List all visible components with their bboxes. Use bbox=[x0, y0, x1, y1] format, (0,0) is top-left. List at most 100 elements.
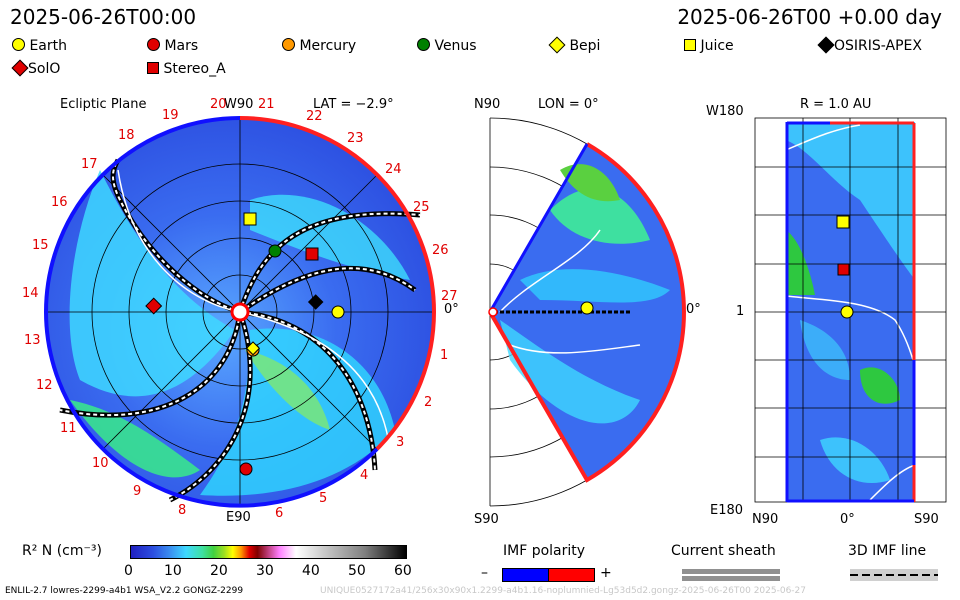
meridional-earth-marker bbox=[580, 301, 594, 315]
meridional-boundary-positive bbox=[488, 142, 686, 483]
carrington-label: 18 bbox=[118, 128, 135, 143]
timestamp: 2025-06-26T00:00 bbox=[10, 5, 197, 29]
carrington-label: 25 bbox=[413, 200, 430, 215]
imf-plus-label: + bbox=[600, 565, 612, 581]
radial-cyan-top bbox=[786, 122, 915, 280]
carrington-label: 6 bbox=[275, 506, 284, 521]
n90-label: N90 bbox=[474, 97, 501, 112]
imf-line-swatch bbox=[850, 569, 938, 581]
imf-polarity-label: IMF polarity bbox=[503, 543, 586, 559]
colorbar-tick: 0 bbox=[124, 563, 133, 579]
meridional-cyan-region bbox=[500, 320, 640, 424]
radial-sheath-top bbox=[785, 124, 861, 151]
carrington-label: 20 bbox=[210, 97, 227, 112]
carrington-label: 24 bbox=[385, 162, 402, 177]
colorbar-tick: 60 bbox=[394, 563, 412, 579]
radial-stereo-a-marker bbox=[837, 263, 850, 276]
meridional-cyan-north bbox=[520, 269, 670, 303]
imf-line-label: 3D IMF line bbox=[848, 543, 927, 559]
carrington-label: 12 bbox=[36, 378, 53, 393]
carrington-label: 2 bbox=[424, 395, 433, 410]
meridional-green-region bbox=[550, 188, 650, 244]
radial-juice-marker bbox=[836, 215, 850, 229]
legend-osiris-apex: OSIRIS-APEX bbox=[817, 36, 922, 54]
density-region-north bbox=[250, 194, 410, 280]
radial-green-left bbox=[786, 230, 815, 295]
radial-sheath-bottom bbox=[869, 464, 916, 501]
ecliptic-zero-label: 0° bbox=[444, 302, 459, 317]
current-sheath-line bbox=[117, 169, 241, 313]
time-offset: 2025-06-26T00 +0.00 day bbox=[677, 5, 942, 29]
current-sheath-label: Current sheath bbox=[671, 543, 776, 559]
legend-venus: Venus bbox=[417, 38, 477, 54]
sun-icon bbox=[230, 302, 250, 322]
w180-label: W180 bbox=[706, 104, 744, 119]
carrington-label: 23 bbox=[347, 131, 364, 146]
colorbar-tick: 50 bbox=[348, 563, 366, 579]
stereo-a-icon bbox=[147, 62, 159, 74]
carrington-label: 16 bbox=[51, 195, 68, 210]
legend-juice: Juice bbox=[684, 38, 734, 54]
density-region-green bbox=[70, 400, 200, 478]
density-colorbar bbox=[130, 545, 407, 559]
carrington-label: 21 bbox=[258, 97, 275, 112]
solo-marker bbox=[145, 297, 163, 315]
carrington-label: 14 bbox=[22, 286, 39, 301]
radius-label: R = 1.0 AU bbox=[800, 97, 872, 112]
meridional-sun-icon bbox=[488, 307, 498, 317]
meridional-sheath-south bbox=[509, 344, 641, 354]
density-region-west bbox=[69, 170, 235, 397]
carrington-label: 17 bbox=[81, 157, 98, 172]
legend-bepi: Bepi bbox=[548, 36, 600, 54]
imf-positive-swatch bbox=[548, 568, 595, 582]
radial-cyan-mid bbox=[800, 320, 850, 380]
carrington-label: 22 bbox=[306, 109, 323, 124]
stereo-a-marker bbox=[305, 247, 319, 261]
juice-marker bbox=[243, 212, 257, 226]
colorbar-tick: 30 bbox=[256, 563, 274, 579]
carrington-label: 15 bbox=[32, 238, 49, 253]
longitude-label: LON = 0° bbox=[538, 97, 599, 112]
carrington-label: 3 bbox=[396, 435, 405, 450]
e180-label: E180 bbox=[710, 503, 744, 518]
osiris-apex-marker bbox=[307, 294, 324, 310]
mars-icon bbox=[147, 38, 160, 51]
mercury-icon bbox=[282, 38, 295, 51]
w90-label: W90 bbox=[224, 97, 254, 112]
radial-sheath-mid bbox=[785, 295, 914, 361]
carrington-label: 26 bbox=[432, 243, 449, 258]
radial-n90-label: N90 bbox=[752, 512, 779, 527]
model-info: ENLIL-2.7 lowres-2299-a4b1 WSA_V2.2 GONG… bbox=[5, 586, 244, 596]
venus-marker bbox=[268, 244, 282, 258]
boundary-positive bbox=[239, 116, 437, 451]
legend-solo: SolO bbox=[11, 59, 60, 77]
carrington-label: 13 bbox=[24, 333, 41, 348]
meridional-sheath bbox=[499, 229, 601, 313]
radial-earth-marker bbox=[840, 305, 854, 319]
imf-minus-label: – bbox=[481, 565, 488, 581]
earth-icon bbox=[12, 38, 25, 51]
radial-green-core bbox=[860, 367, 900, 404]
colorbar-tick: 40 bbox=[302, 563, 320, 579]
carrington-label: 9 bbox=[133, 484, 142, 499]
legend-earth: Earth bbox=[12, 38, 67, 54]
meridional-green-core bbox=[560, 164, 620, 202]
carrington-label: 4 bbox=[360, 468, 369, 483]
meridional-zero-label: 0° bbox=[686, 302, 701, 317]
current-sheath-line-south bbox=[239, 311, 391, 451]
carrington-label: 27 bbox=[441, 289, 458, 304]
radial-s90-label: S90 bbox=[914, 512, 939, 527]
carrington-label: 8 bbox=[178, 503, 187, 518]
bepi-marker bbox=[245, 341, 261, 356]
juice-icon bbox=[684, 39, 696, 51]
carrington-label: 5 bbox=[319, 491, 328, 506]
carrington-label: 19 bbox=[162, 108, 179, 123]
legend-mercury: Mercury bbox=[282, 38, 356, 54]
radial-zero-label: 0° bbox=[840, 512, 855, 527]
carrington-label: 10 bbox=[92, 456, 109, 471]
boundary-negative bbox=[43, 116, 379, 508]
mars-marker bbox=[239, 462, 253, 476]
colorbar-tick: 20 bbox=[210, 563, 228, 579]
